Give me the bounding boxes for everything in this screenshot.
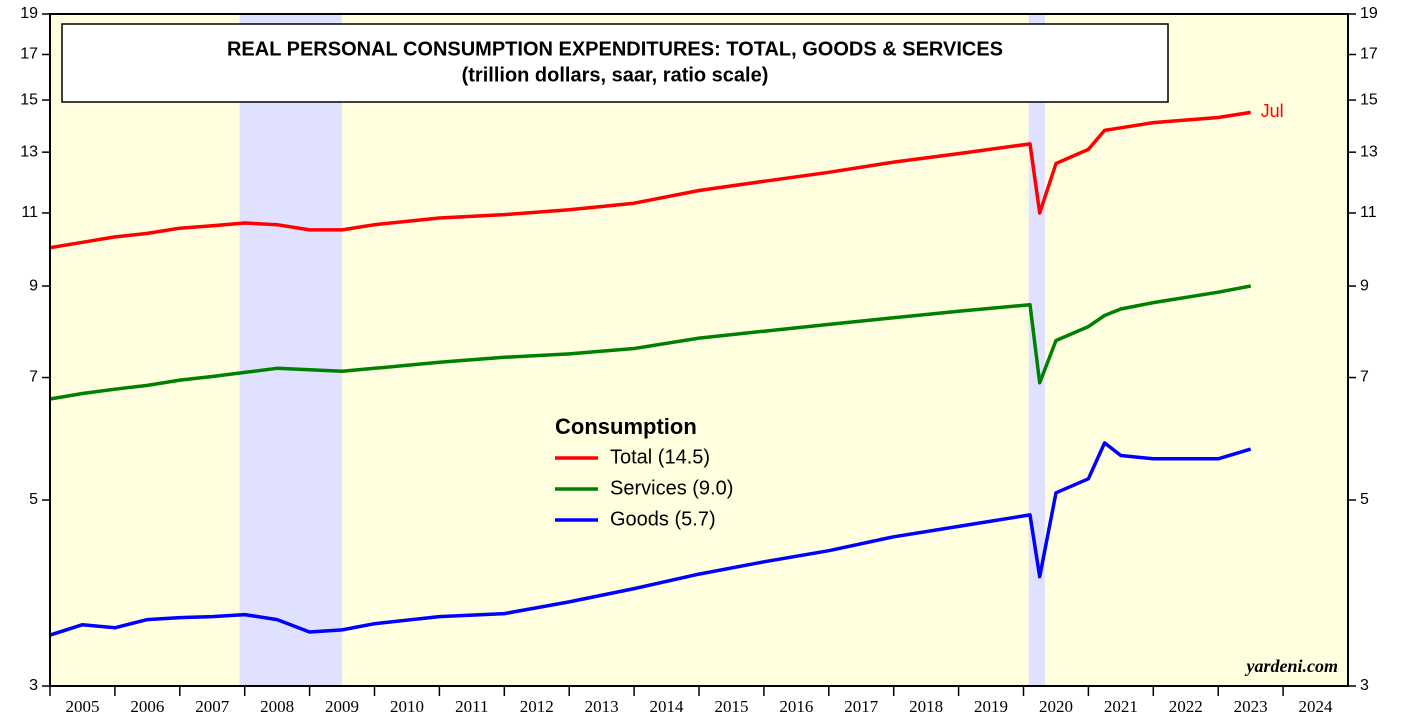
- x-tick-label: 2024: [1299, 697, 1334, 716]
- series-line: [49, 284, 1252, 401]
- x-tick-label: 2009: [325, 697, 359, 716]
- legend-label: Total (14.5): [610, 446, 710, 468]
- x-tick-label: 2023: [1234, 697, 1268, 716]
- recession-band: [239, 14, 343, 686]
- y-tick-label: 3: [29, 677, 38, 694]
- x-tick-label: 2010: [390, 697, 424, 716]
- y-tick-label: 13: [20, 143, 38, 160]
- x-tick-label: 2013: [585, 697, 619, 716]
- y-tick-label: 7: [29, 369, 38, 386]
- legend-label: Services (9.0): [610, 477, 733, 499]
- x-tick-label: 2017: [844, 697, 879, 716]
- annotation: Jul: [1261, 101, 1284, 121]
- x-tick-label: 2020: [1039, 697, 1073, 716]
- series-line: [49, 110, 1251, 250]
- y-tick-label: 9: [29, 277, 38, 294]
- x-tick-label: 2021: [1104, 697, 1138, 716]
- y2-tick-label: 3: [1360, 677, 1369, 694]
- y2-tick-label: 5: [1360, 491, 1369, 508]
- x-tick-label: 2011: [455, 697, 488, 716]
- x-tick-label: 2019: [974, 697, 1008, 716]
- y-tick-label: 19: [20, 5, 38, 22]
- y-tick-label: 5: [29, 491, 38, 508]
- y2-tick-label: 7: [1360, 369, 1369, 386]
- y2-tick-label: 19: [1360, 5, 1378, 22]
- y2-tick-label: 13: [1360, 143, 1378, 160]
- y2-tick-label: 11: [1360, 204, 1377, 221]
- series-line: [49, 441, 1252, 637]
- legend-label: Goods (5.7): [610, 508, 716, 530]
- y-tick-label: 17: [20, 46, 38, 63]
- y-tick-label: 11: [21, 204, 38, 221]
- y-tick-label: 15: [20, 91, 38, 108]
- chart-subtitle: (trillion dollars, saar, ratio scale): [462, 64, 769, 86]
- x-tick-label: 2005: [65, 697, 99, 716]
- y2-tick-label: 15: [1360, 91, 1378, 108]
- legend-title: Consumption: [555, 414, 697, 439]
- x-tick-label: 2014: [650, 697, 685, 716]
- x-tick-label: 2008: [260, 697, 294, 716]
- x-tick-label: 2006: [130, 697, 164, 716]
- x-tick-label: 2007: [195, 697, 230, 716]
- title-box: [61, 23, 1169, 103]
- lines: [49, 110, 1252, 637]
- x-tick-label: 2015: [714, 697, 748, 716]
- y2-tick-label: 9: [1360, 277, 1369, 294]
- x-tick-label: 2016: [779, 697, 813, 716]
- x-tick-label: 2012: [520, 697, 554, 716]
- credit: yardeni.com: [1245, 656, 1339, 676]
- y2-tick-label: 17: [1360, 46, 1378, 63]
- x-tick-label: 2022: [1169, 697, 1203, 716]
- x-tick-label: 2018: [909, 697, 943, 716]
- chart-title: REAL PERSONAL CONSUMPTION EXPENDITURES: …: [227, 38, 1003, 60]
